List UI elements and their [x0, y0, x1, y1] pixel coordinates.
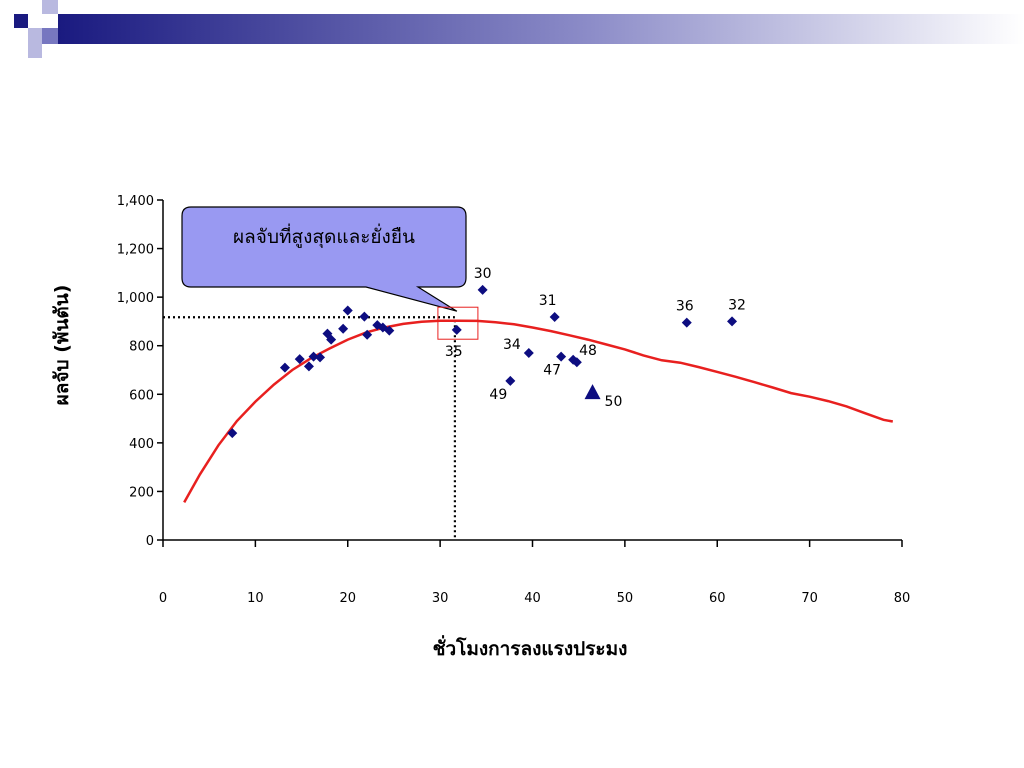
x-tick-label: 0	[159, 591, 167, 606]
deco-square-light	[42, 0, 58, 14]
msy-guide-lines	[163, 316, 457, 540]
x-axis-title: ชั่วโมงการลงแรงประมง	[433, 635, 628, 660]
data-point	[227, 428, 238, 439]
msy-highlight-box	[437, 306, 479, 340]
x-tick-label: 80	[894, 591, 911, 606]
callout-shape	[181, 206, 467, 312]
x-tick-label: 30	[432, 591, 449, 606]
data-point	[556, 351, 567, 362]
x-tick-label: 10	[247, 591, 264, 606]
y-tick-label: 400	[129, 437, 154, 452]
data-point	[451, 324, 462, 335]
header-gradient-band	[58, 14, 1024, 44]
data-point-label: 49	[489, 387, 507, 403]
x-tick-label: 70	[801, 591, 818, 606]
data-point	[681, 317, 692, 328]
data-point-label: 50	[605, 394, 623, 410]
data-point	[338, 323, 349, 334]
highlight-point-triangle	[584, 384, 601, 400]
data-point-label: 32	[728, 297, 746, 313]
data-point	[342, 305, 353, 316]
data-point	[523, 348, 534, 358]
slide-decoration	[14, 0, 1024, 58]
data-point	[308, 351, 319, 362]
data-point	[279, 362, 290, 373]
deco-square-mid	[42, 28, 58, 44]
deco-square-light	[28, 44, 42, 58]
x-tick-label: 20	[339, 591, 356, 606]
y-tick-label: 800	[129, 340, 154, 355]
data-point-label: 36	[676, 299, 694, 315]
data-point	[505, 375, 516, 386]
data-point	[549, 312, 560, 323]
y-axis-title: ผลจับ (พันตัน)	[51, 285, 73, 406]
data-point-label: 30	[474, 266, 492, 282]
data-point	[294, 354, 305, 365]
y-tick-label: 600	[129, 388, 154, 403]
callout: ผลจับที่สูงสุดและยั่งยืน	[181, 206, 467, 312]
data-point-label: 35	[445, 344, 463, 360]
data-point	[326, 334, 337, 345]
data-point	[571, 357, 582, 368]
data-point	[362, 329, 373, 340]
y-tick-label: 0	[146, 534, 154, 549]
fitted-curve	[183, 319, 894, 504]
data-point-label: 31	[539, 293, 557, 309]
data-point	[359, 311, 370, 322]
deco-square-navy	[14, 14, 28, 28]
data-point	[384, 325, 395, 336]
x-tick-label: 50	[617, 591, 634, 606]
callout-text: ผลจับที่สูงสุดและยั่งยืน	[233, 223, 415, 249]
deco-square-light	[28, 28, 42, 44]
data-point	[727, 316, 738, 327]
data-points: 35 30 49 34 31 47 48 36 32 50	[227, 266, 746, 439]
y-tick-label: 1,400	[117, 194, 154, 209]
data-point-label: 47	[543, 363, 561, 379]
x-tick-label: 40	[524, 591, 541, 606]
y-tick-label: 1,000	[117, 291, 154, 306]
y-tick-label: 1,200	[117, 243, 154, 258]
x-tick-label: 60	[709, 591, 726, 606]
data-point	[477, 284, 488, 295]
y-tick-label: 200	[129, 485, 154, 500]
data-point-label: 48	[579, 343, 597, 359]
data-point	[315, 352, 326, 363]
data-point-label: 34	[503, 337, 521, 353]
axes: 0 200 400 600 800 1,000 1,200 1,400 0 10 20 30 40 50 6…	[117, 194, 910, 606]
data-point	[303, 361, 314, 372]
